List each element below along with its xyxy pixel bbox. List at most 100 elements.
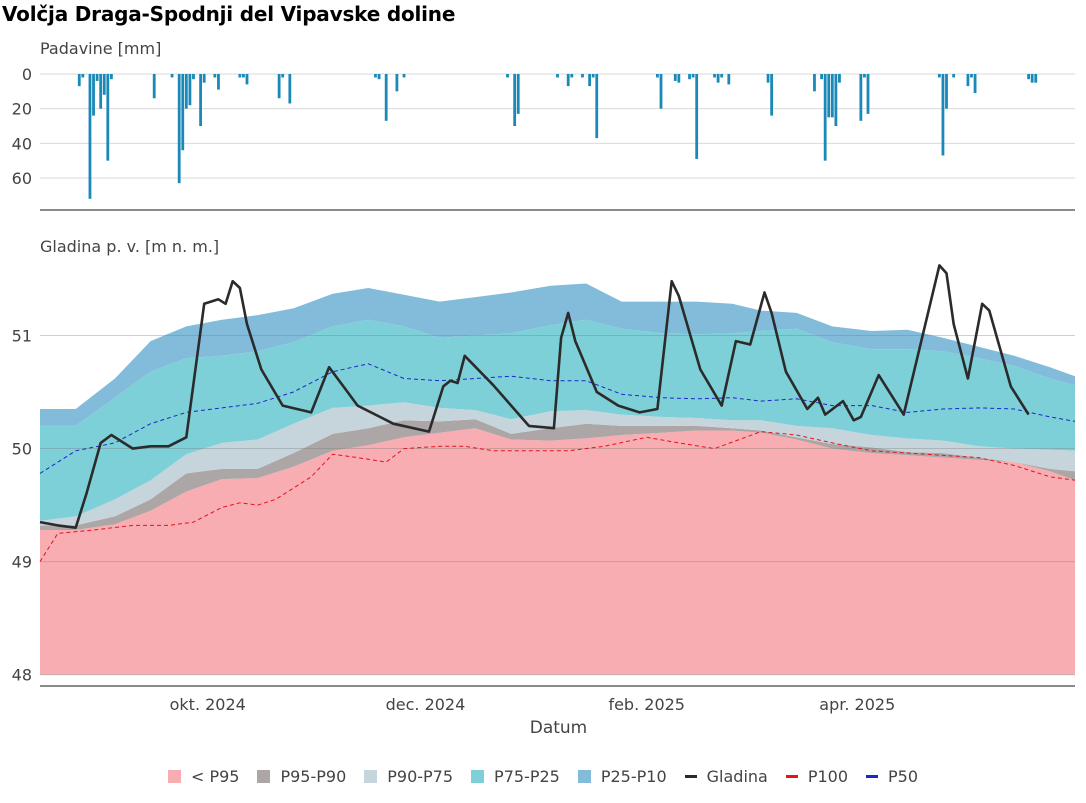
precip-bar	[374, 74, 377, 78]
precip-bars	[77, 74, 1038, 199]
precip-bar	[242, 74, 245, 78]
level-tick-label: 49	[12, 553, 32, 572]
legend-item[interactable]: Gladina	[684, 766, 768, 786]
precip-bar	[95, 74, 99, 81]
legend-label: P100	[807, 766, 849, 786]
precip-bar	[102, 74, 106, 95]
precip-bar	[827, 74, 831, 118]
precip-bar	[941, 74, 945, 156]
band-p25-p10	[40, 283, 1075, 426]
precip-bar	[656, 74, 659, 78]
legend-label: P25-P10	[600, 766, 667, 786]
precip-bar	[109, 74, 113, 80]
precip-bar	[77, 74, 81, 87]
precip-bar	[281, 74, 285, 78]
precip-tick-label: 0	[22, 65, 32, 84]
series-lines	[39, 264, 1076, 562]
line-p50	[39, 363, 1076, 474]
legend-item[interactable]: P100	[785, 766, 849, 786]
x-tick-label: okt. 2024	[170, 695, 246, 714]
band-p95	[40, 428, 1075, 675]
legend-label: Gladina	[706, 766, 768, 786]
precip-bar	[720, 74, 724, 78]
level-tick-label: 51	[12, 326, 32, 345]
legend-swatch	[167, 769, 181, 783]
precip-bar	[570, 74, 574, 78]
precip-bar	[288, 74, 292, 104]
legend-swatch	[257, 769, 271, 783]
legend-item[interactable]: P90-P75	[364, 767, 453, 786]
legend-label: < P95	[190, 766, 240, 786]
precip-bar	[192, 74, 195, 80]
precip-bar	[588, 74, 592, 87]
precip-bar	[199, 74, 203, 126]
legend-item[interactable]: P25-P10	[577, 766, 667, 786]
precip-bar	[823, 74, 827, 161]
chart-title: Volčja Draga-Spodnji del Vipavske doline	[2, 2, 456, 26]
precip-bar	[566, 74, 570, 87]
band-p75-p25	[40, 319, 1075, 521]
precip-bar	[659, 74, 663, 109]
precip-bar	[384, 74, 388, 121]
precip-bar	[106, 74, 110, 161]
x-tick-label: dec. 2024	[386, 695, 466, 714]
legend-swatch	[577, 769, 591, 783]
precip-bar	[202, 74, 206, 83]
x-tick-label: feb. 2025	[608, 695, 685, 714]
legend: < P95 P95-P90 P90-P75 P75-P25 P25-P10 Gladina…	[0, 763, 1086, 789]
precip-bar	[834, 74, 838, 126]
precip-bar	[152, 74, 156, 99]
precip-bar	[181, 74, 185, 151]
precip-tick-label: 40	[12, 134, 32, 153]
precip-bar	[506, 74, 509, 78]
precip-bar	[863, 74, 866, 78]
precip-bar	[770, 74, 774, 116]
precip-bar	[695, 74, 699, 159]
precip-bar	[556, 74, 559, 78]
legend-item[interactable]: P50	[866, 767, 918, 786]
legend-item[interactable]: < P95	[167, 766, 240, 786]
precip-bar	[377, 74, 381, 80]
level-tick-label: 48	[12, 666, 32, 685]
precip-bar	[1030, 74, 1034, 83]
precip-bar	[673, 74, 677, 81]
precip-bar	[727, 74, 731, 85]
legend-item[interactable]: P75-P25	[471, 767, 560, 786]
precip-bar	[402, 74, 406, 78]
precip-bar	[213, 74, 217, 78]
legend-swatch	[785, 774, 798, 778]
precip-bar	[184, 74, 188, 109]
x-tick-label: apr. 2025	[819, 695, 895, 714]
precip-bar	[691, 74, 695, 78]
level-tick-label: 50	[12, 440, 32, 459]
precip-bar	[1034, 74, 1038, 83]
level-axis-title: Gladina p. v. [m n. m.]	[40, 237, 219, 256]
precip-bar	[581, 74, 584, 78]
precip-bar	[820, 74, 824, 80]
precip-bar	[966, 74, 970, 87]
precip-bar	[766, 74, 770, 83]
band-p90-p75	[40, 402, 1075, 526]
precip-bar	[952, 74, 956, 78]
precip-bar	[973, 74, 977, 94]
precip-bar	[830, 74, 834, 118]
precip-tick-label: 20	[12, 100, 32, 119]
precip-axis-title: Padavine [mm]	[40, 39, 161, 58]
legend-swatch	[866, 774, 879, 778]
precip-tick-label: 60	[12, 169, 32, 188]
precip-bar	[516, 74, 520, 114]
precip-bar	[217, 74, 220, 90]
precip-bar	[716, 74, 720, 83]
line-gladina	[39, 264, 1030, 529]
legend-item[interactable]: P95-P90	[257, 767, 346, 786]
precip-bar	[177, 74, 181, 184]
precip-bar	[1027, 74, 1031, 80]
precip-bar	[513, 74, 517, 126]
precip-bar	[838, 74, 841, 83]
legend-swatch	[364, 769, 378, 783]
legend-label: P75-P25	[494, 766, 560, 786]
precip-bar	[170, 74, 174, 78]
precip-bar	[245, 74, 249, 85]
